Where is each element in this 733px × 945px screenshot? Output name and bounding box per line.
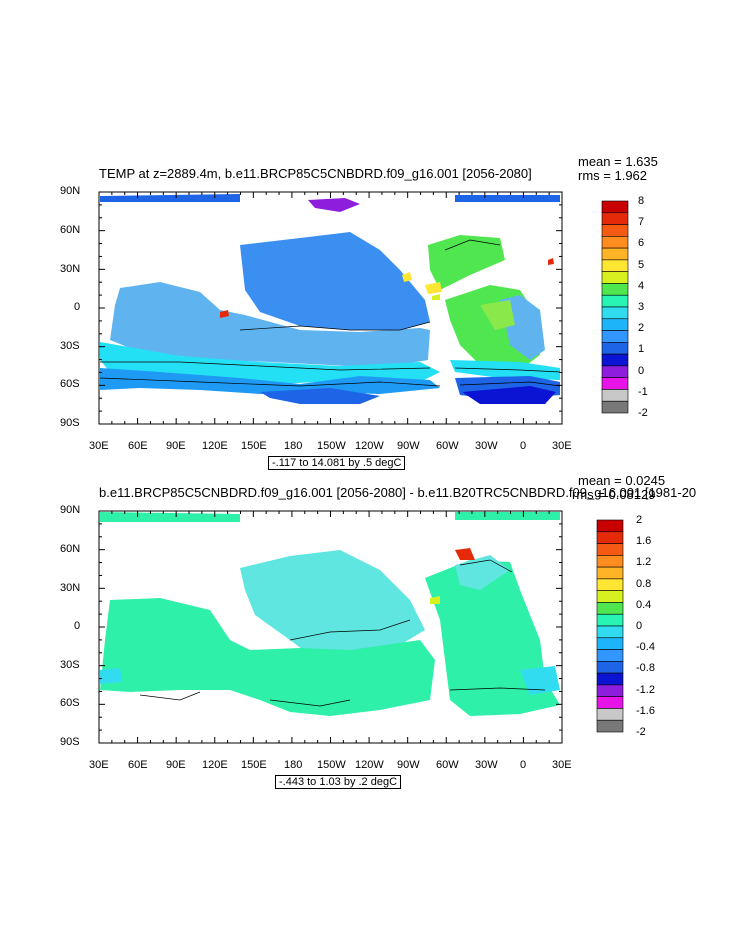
colorbar-swatch bbox=[601, 342, 629, 355]
panel-1-lat-30s: 30S bbox=[60, 340, 80, 352]
panel-2-lon-30e: 30E bbox=[89, 759, 109, 771]
panel-1-lat-90s: 90S bbox=[60, 417, 80, 429]
panel-2-lat-60n: 60N bbox=[60, 543, 81, 555]
panel-1-lat-90n: 90N bbox=[60, 185, 81, 197]
colorbar-swatch bbox=[601, 294, 629, 308]
panel-1-lon-180: 180 bbox=[284, 440, 303, 452]
panel-2-lon-150w: 150W bbox=[317, 759, 346, 771]
colorbar-label: 0 bbox=[636, 620, 643, 632]
panel-2-lon-180: 180 bbox=[284, 759, 303, 771]
colorbar-swatch bbox=[601, 224, 629, 237]
panel-2-lon-30w: 30W bbox=[475, 759, 498, 771]
colorbar-label: -1 bbox=[638, 385, 648, 398]
panel-2-lat-60s: 60S bbox=[60, 697, 80, 709]
colorbar-label: -0.8 bbox=[636, 662, 655, 675]
colorbar-label: -2 bbox=[636, 726, 646, 738]
panel-1-lat-30n: 30N bbox=[60, 263, 81, 275]
panel-1-title: TEMP at z=2889.4m, b.e11.BRCP85C5CNBDRD.… bbox=[99, 166, 532, 181]
panel-1-lon-30w: 30W bbox=[475, 440, 498, 452]
colorbar-swatch bbox=[601, 306, 629, 320]
colorbar-swatch bbox=[601, 389, 629, 402]
colorbar-label: 1 bbox=[638, 343, 645, 356]
panel-2-lon-60w: 60W bbox=[436, 759, 459, 771]
panel-1-lon-120e: 120E bbox=[202, 440, 228, 452]
colorbar-label: -1.2 bbox=[636, 683, 655, 696]
colorbar-label: 6 bbox=[638, 237, 645, 250]
colorbar-label: 1.2 bbox=[636, 556, 652, 569]
panel-2-range-note: -.443 to 1.03 by .2 degC bbox=[275, 775, 402, 789]
colorbar-label: -0.4 bbox=[636, 641, 655, 654]
panel-1-lon-30e-end: 30E bbox=[552, 440, 572, 452]
panel-1-lat-60s: 60S bbox=[60, 378, 80, 390]
panel-1-lon-0: 0 bbox=[520, 440, 527, 452]
panel-1-lon-60e: 60E bbox=[128, 440, 148, 452]
panel-2-lat-0: 0 bbox=[74, 620, 81, 632]
panel-1-lat-0: 0 bbox=[74, 301, 81, 313]
colorbar-label: -1.6 bbox=[636, 704, 655, 717]
colorbar-swatch bbox=[601, 236, 629, 249]
colorbar-label: 0 bbox=[638, 364, 645, 377]
panel-1-lon-30e: 30E bbox=[89, 440, 109, 452]
colorbar-label: 7 bbox=[638, 216, 645, 229]
colorbar-swatch bbox=[601, 259, 629, 272]
colorbar-swatch bbox=[601, 212, 629, 225]
colorbar-swatch bbox=[601, 400, 629, 414]
colorbar-label: 3 bbox=[638, 301, 645, 313]
panel-2-lon-90e: 90E bbox=[166, 759, 186, 771]
colorbar-swatch bbox=[601, 247, 629, 261]
colorbar-label: 2 bbox=[636, 514, 643, 526]
panel-2-lon-30e-end: 30E bbox=[552, 759, 572, 771]
panel-1-lat-60n: 60N bbox=[60, 224, 81, 236]
colorbar-label: 4 bbox=[638, 279, 645, 292]
colorbar-swatch bbox=[601, 377, 629, 390]
colorbar-label: 2 bbox=[638, 322, 645, 335]
panel-2-lat-90s: 90S bbox=[60, 736, 80, 748]
colorbar-label: 8 bbox=[638, 195, 645, 207]
panel-1-lon-90w: 90W bbox=[397, 440, 420, 452]
colorbar-label: -2 bbox=[638, 407, 648, 419]
panel-2-mean: mean = 0.0245 bbox=[578, 473, 666, 488]
colorbar-swatch bbox=[601, 318, 629, 331]
colorbar-label: 5 bbox=[638, 258, 645, 271]
panel-2-lon-120w: 120W bbox=[355, 759, 384, 771]
colorbar-label: 1.6 bbox=[636, 535, 652, 548]
panel-2-lon-0: 0 bbox=[520, 759, 527, 771]
panel-1-ticks bbox=[98, 191, 563, 425]
colorbar-label: 0.4 bbox=[636, 598, 652, 611]
panel-2-lon-150e: 150E bbox=[241, 759, 267, 771]
panel-1-lon-150w: 150W bbox=[317, 440, 346, 452]
colorbar-swatch bbox=[601, 353, 629, 367]
colorbar-swatch bbox=[601, 200, 629, 214]
panel-2-lat-30n: 30N bbox=[60, 582, 81, 594]
panel-1-rms: rms = 1.962 bbox=[578, 168, 648, 183]
panel-1-lon-90e: 90E bbox=[166, 440, 186, 452]
colorbar-swatch bbox=[601, 330, 629, 343]
panel-1-mean: mean = 1.635 bbox=[578, 154, 658, 169]
panel-1-lon-120w: 120W bbox=[355, 440, 384, 452]
panel-1-lon-150e: 150E bbox=[241, 440, 267, 452]
colorbar-label: 0.8 bbox=[636, 577, 652, 590]
panel-2-lon-60e: 60E bbox=[128, 759, 148, 771]
panel-1-colorbar bbox=[601, 200, 629, 414]
panel-2-lon-120e: 120E bbox=[202, 759, 228, 771]
panel-1-lon-60w: 60W bbox=[436, 440, 459, 452]
panel-2-title: b.e11.BRCP85C5CNBDRD.f09_g16.001 [2056-2… bbox=[99, 485, 697, 500]
panel-2-rms: rms = 0.08129 bbox=[572, 487, 656, 502]
colorbar-swatch bbox=[601, 283, 629, 296]
panel-2-lat-30s: 30S bbox=[60, 659, 80, 671]
panel-1-range-note: -.117 to 14.081 by .5 degC bbox=[268, 456, 406, 470]
panel-2-lat-90n: 90N bbox=[60, 504, 81, 516]
panel-1-contours bbox=[99, 239, 561, 387]
colorbar-swatch bbox=[601, 365, 629, 378]
colorbar-swatch bbox=[601, 271, 629, 284]
panel-1-ocean-field bbox=[100, 194, 560, 404]
panel-2-lon-90w: 90W bbox=[397, 759, 420, 771]
